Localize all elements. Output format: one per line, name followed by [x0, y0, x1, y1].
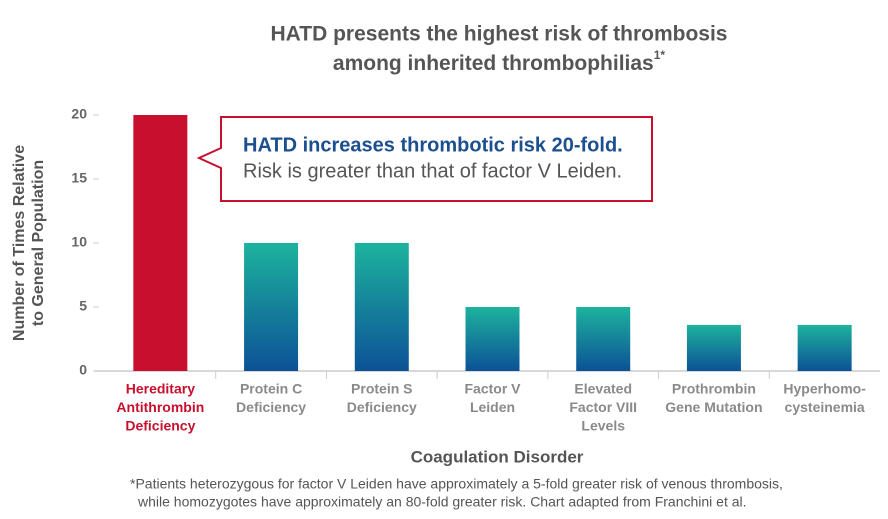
bar	[133, 115, 188, 371]
x-tick-label: Hereditary	[126, 381, 195, 397]
x-tick-label: Gene Mutation	[665, 399, 762, 415]
footnote: while homozygotes have approximately an …	[137, 494, 747, 510]
x-tick-label: Antithrombin	[116, 399, 204, 415]
superscript: 1*	[654, 48, 666, 62]
bar	[797, 324, 852, 371]
callout-box	[196, 116, 653, 202]
x-tick-label: Deficiency	[125, 418, 195, 434]
callout-text: HATD increases thrombotic risk 20-fold.	[243, 134, 623, 156]
x-tick-label: Elevated	[574, 381, 632, 397]
chart-title: among inherited thrombophilias	[333, 52, 654, 75]
x-tick-label: Hyperhomo-	[783, 381, 866, 397]
x-axis-label: Coagulation Disorder	[411, 447, 584, 466]
y-tick-label: 10	[71, 234, 87, 250]
x-tick-label: cysteinemia	[785, 399, 865, 415]
x-tick-label: Protein C	[240, 381, 302, 397]
bar	[354, 243, 409, 371]
y-tick-label: 20	[71, 106, 87, 122]
bar	[686, 324, 741, 371]
x-tick-label: Prothrombin	[672, 381, 756, 397]
x-tick-label: Levels	[581, 418, 625, 434]
chart-title: HATD presents the highest risk of thromb…	[270, 23, 727, 46]
x-tick-label: Protein S	[351, 381, 412, 397]
y-tick-label: 0	[79, 362, 87, 378]
x-tick-label: Deficiency	[347, 399, 417, 415]
bar	[244, 243, 299, 371]
y-tick-label: 5	[79, 298, 87, 314]
y-tick-label: 15	[71, 170, 87, 186]
x-tick-label: Deficiency	[236, 399, 306, 415]
footnote: *Patients heterozygous for factor V Leid…	[130, 476, 783, 492]
bar	[576, 307, 631, 371]
x-tick-label: Factor VIII	[569, 399, 637, 415]
x-tick-label: Factor V	[464, 381, 521, 397]
y-axis-label: Number of Times Relative	[11, 145, 28, 341]
callout-text: Risk is greater than that of factor V Le…	[243, 160, 622, 182]
y-axis-label: to General Population	[30, 160, 47, 326]
chart-title: among inherited thrombophilias1*	[333, 48, 666, 74]
bar	[465, 307, 520, 371]
x-tick-label: Leiden	[470, 399, 515, 415]
